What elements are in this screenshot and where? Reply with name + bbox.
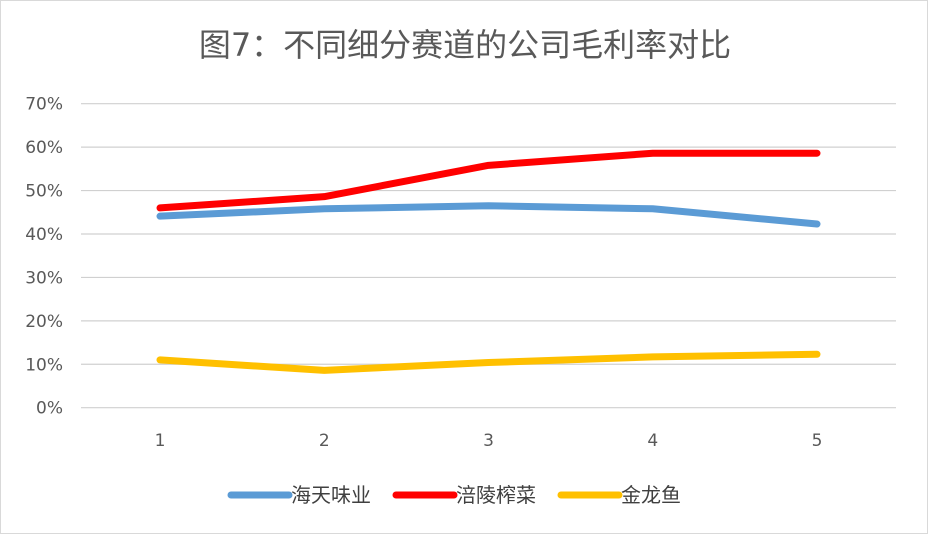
- y-tick-label: 20%: [25, 312, 63, 332]
- x-tick-label: 3: [483, 431, 494, 451]
- legend-label: 海天味业: [291, 483, 371, 507]
- y-tick-label: 10%: [25, 355, 63, 375]
- legend-label: 涪陵榨菜: [456, 483, 536, 507]
- x-tick-label: 1: [155, 431, 166, 451]
- y-tick-label: 50%: [25, 182, 63, 202]
- y-tick-label: 70%: [25, 95, 63, 115]
- series-line-2: [156, 350, 821, 374]
- x-tick-label: 4: [647, 431, 658, 451]
- y-tick-label: 0%: [36, 399, 63, 419]
- y-tick-label: 40%: [25, 225, 63, 245]
- y-tick-label: 60%: [25, 138, 63, 158]
- chart-title: 图7：不同细分赛道的公司毛利率对比: [199, 26, 731, 64]
- series-line-1: [156, 149, 821, 212]
- x-tick-label: 5: [812, 431, 823, 451]
- series-line-0: [156, 202, 821, 228]
- y-tick-label: 30%: [25, 268, 63, 288]
- x-tick-label: 2: [319, 431, 330, 451]
- legend-label: 金龙鱼: [621, 483, 681, 507]
